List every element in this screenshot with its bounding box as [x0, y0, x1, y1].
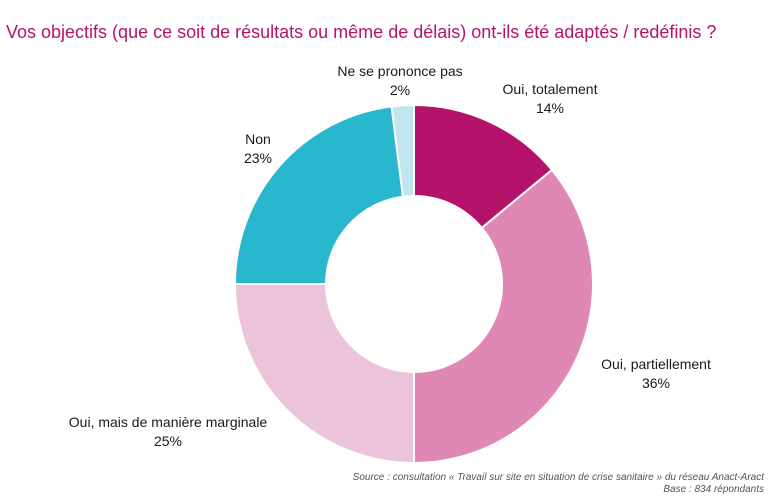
label-oui-totalement-value: 14%: [535, 100, 565, 116]
label-oui-marginale-value: 25%: [153, 433, 183, 449]
label-non: Non 23%: [244, 130, 272, 168]
label-ne-se-prononce-pas-value: 2%: [389, 82, 411, 98]
label-non-name: Non: [245, 131, 271, 147]
base-line: Base : 834 répondants: [663, 484, 764, 495]
label-oui-totalement-name: Oui, totalement: [502, 81, 598, 97]
label-oui-partiellement-value: 36%: [641, 375, 671, 391]
source-line: Source : consultation « Travail sur site…: [352, 472, 764, 483]
slice-ne-se-prononce-pas: [390, 103, 415, 198]
slice-non: [233, 105, 405, 285]
slice-oui-partiellement: [413, 168, 594, 465]
label-oui-totalement: Oui, totalement 14%: [503, 80, 598, 118]
label-oui-marginale: Oui, mais de manière marginale 25%: [69, 413, 267, 451]
slice-oui-marginale: [233, 283, 415, 465]
label-oui-marginale-name: Oui, mais de manière marginale: [68, 414, 268, 430]
label-ne-se-prononce-pas-name: Ne se prononce pas: [337, 63, 463, 79]
label-non-value: 23%: [243, 150, 273, 166]
label-ne-se-prononce-pas: Ne se prononce pas 2%: [337, 62, 462, 100]
source-note: Source : consultation « Travail sur site…: [353, 472, 764, 496]
label-oui-partiellement-name: Oui, partiellement: [601, 356, 711, 372]
label-oui-partiellement: Oui, partiellement 36%: [601, 355, 711, 393]
chart-title: Vos objectifs (que ce soit de résultats …: [6, 22, 717, 42]
